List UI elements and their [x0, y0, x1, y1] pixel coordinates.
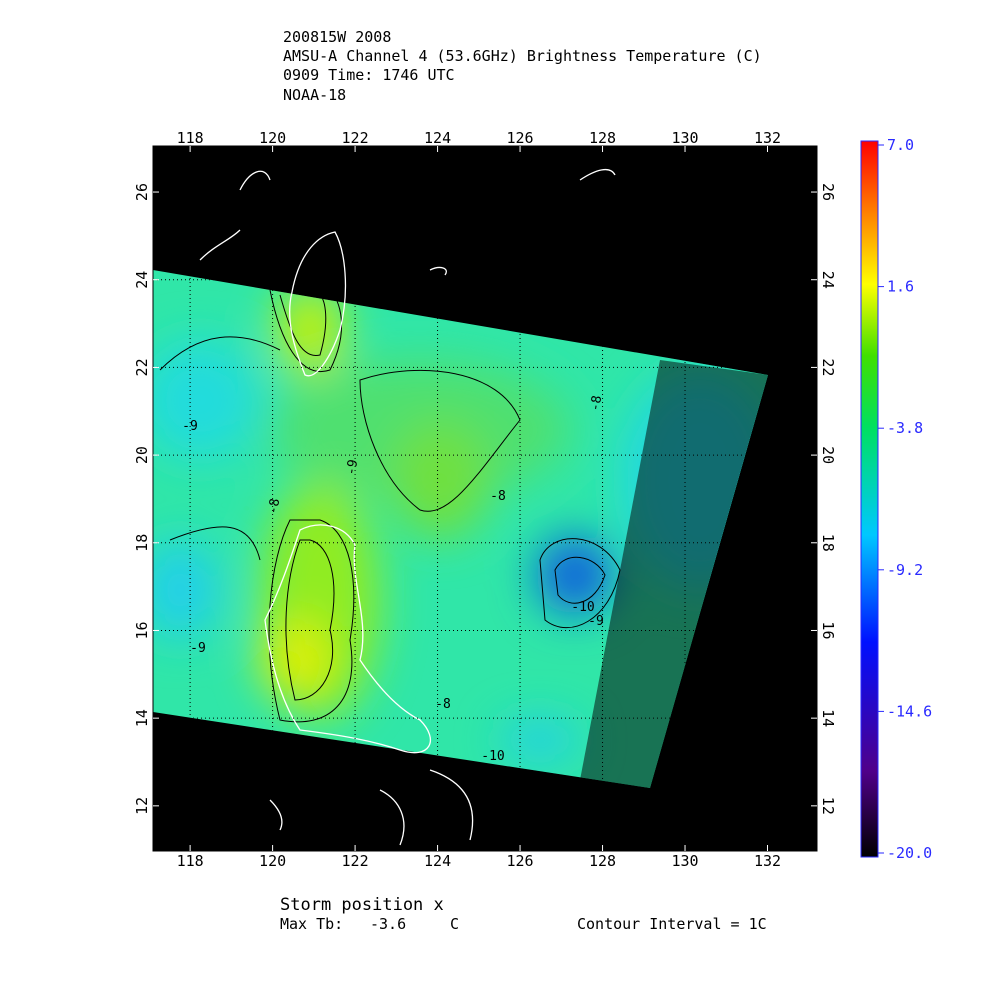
y-tick-label: 14 — [133, 709, 151, 727]
contour-label: -8 — [588, 394, 605, 412]
y-tick-label: 20 — [819, 446, 837, 464]
y-tick-label: 16 — [819, 621, 837, 639]
contour-label: -10 — [481, 749, 504, 764]
colorbar-tick-label: -9.2 — [887, 561, 923, 579]
x-tick-label: 126 — [507, 129, 534, 147]
y-tick-label: 26 — [133, 183, 151, 201]
x-tick-label: 120 — [259, 852, 286, 870]
contour-label: -8 — [266, 497, 283, 515]
map-frame — [152, 145, 818, 852]
colorbar — [860, 140, 879, 858]
x-tick-label: 132 — [754, 129, 781, 147]
title-line: 0909 Time: 1746 UTC — [283, 66, 455, 84]
colorbar-tick-label: -3.8 — [887, 419, 923, 437]
y-tick-label: 14 — [819, 709, 837, 727]
x-tick-label: 118 — [177, 129, 204, 147]
y-tick-label: 20 — [133, 446, 151, 464]
y-tick-label: 18 — [133, 534, 151, 552]
y-tick-label: 16 — [133, 621, 151, 639]
x-tick-label: 118 — [177, 852, 204, 870]
x-tick-label: 128 — [589, 852, 616, 870]
x-tick-label: 132 — [754, 852, 781, 870]
contour-labels: -9-8-9-8-8-10-9-8-10-9 — [182, 394, 605, 764]
contour-label: -8 — [435, 697, 451, 712]
y-tick-label: 22 — [133, 358, 151, 376]
x-tick-label: 126 — [507, 852, 534, 870]
x-tick-label: 130 — [671, 129, 698, 147]
x-tick-label: 122 — [342, 129, 369, 147]
colorbar-tick-label: -20.0 — [887, 844, 932, 862]
title-line: NOAA-18 — [283, 86, 346, 104]
y-tick-label: 12 — [819, 797, 837, 815]
y-tick-label: 24 — [133, 271, 151, 289]
x-tick-label: 122 — [342, 852, 369, 870]
y-tick-label: 26 — [819, 183, 837, 201]
max-unit: C — [450, 915, 459, 933]
x-tick-label: 124 — [424, 852, 451, 870]
x-tick-label: 130 — [671, 852, 698, 870]
contour-label: -9 — [344, 458, 361, 476]
colorbar-ticks: 7.0 1.6 -3.8 -9.2 -14.6 -20.0 — [878, 136, 932, 862]
y-tick-label: 22 — [819, 358, 837, 376]
y-tick-label: 18 — [819, 534, 837, 552]
colorbar-tick-label: 7.0 — [887, 136, 914, 154]
colorbar-tick-label: 1.6 — [887, 278, 914, 296]
max-label: Max Tb: — [280, 915, 343, 933]
y-tick-label: 24 — [819, 271, 837, 289]
y-tick-label: 12 — [133, 797, 151, 815]
contour-interval: Contour Interval = 1C — [577, 915, 767, 933]
x-tick-label: 120 — [259, 129, 286, 147]
title-line: AMSU-A Channel 4 (53.6GHz) Brightness Te… — [283, 47, 762, 65]
swath — [153, 270, 768, 788]
contour-label: -8 — [490, 489, 506, 504]
contour-label: -9 — [190, 641, 206, 656]
title-line: 200815W 2008 — [283, 28, 391, 46]
max-value: -3.6 — [370, 915, 406, 933]
storm-position: Storm position x — [280, 895, 444, 915]
contour-label: -9 — [182, 419, 198, 434]
contour-label: -9 — [588, 614, 604, 629]
contour-label: -10 — [571, 600, 594, 615]
coastline — [199, 168, 616, 846]
x-tick-label: 124 — [424, 129, 451, 147]
x-tick-label: 128 — [589, 129, 616, 147]
ticks: 118 118 120 120 122 122 124 124 126 126 128 128 130 1… — [133, 129, 837, 870]
colorbar-tick-label: -14.6 — [887, 702, 932, 720]
